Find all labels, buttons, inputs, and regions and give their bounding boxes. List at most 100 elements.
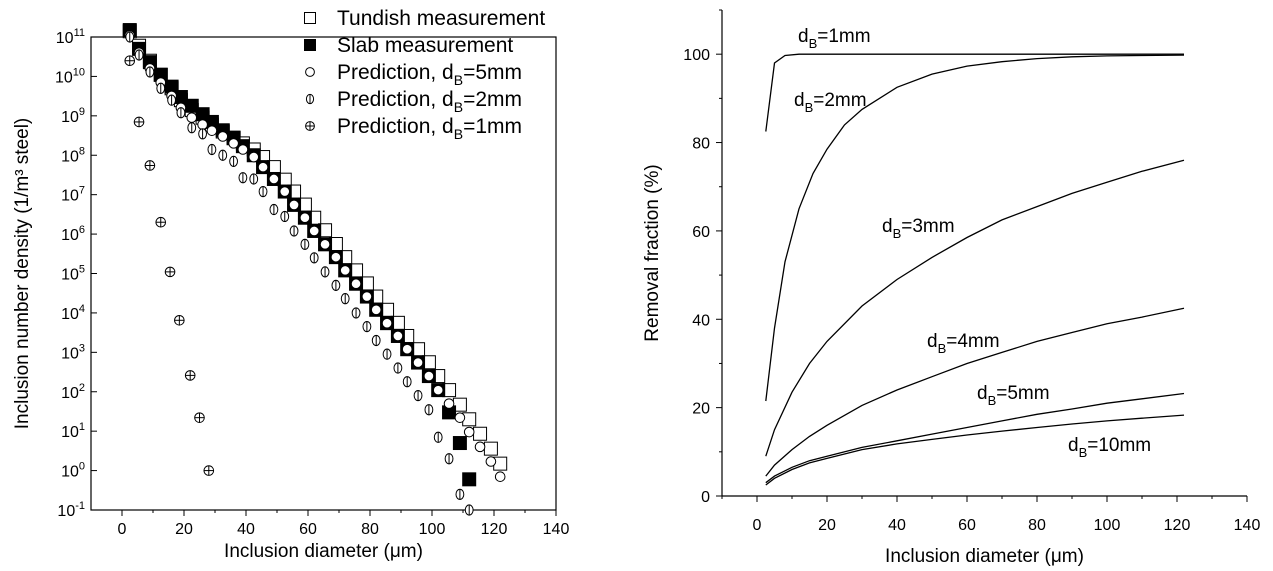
data-point [320,266,330,278]
data-point [206,125,218,136]
data-point [463,426,475,438]
y-tick-label: 100 [61,461,85,481]
data-point [289,225,299,237]
legend-label: Prediction, dB=2mm [337,88,522,115]
data-point [444,453,454,465]
data-point [483,441,498,456]
removal-fraction-chart: 0 20 40 60 80 100 120 140 0 20 40 60 80 100 Inclusion … [642,9,1261,567]
series-circle-vertical-bar [125,31,474,516]
data-point [258,185,268,198]
data-point [279,186,291,197]
data-point [443,398,455,409]
x-tick-label: 80 [1028,517,1046,534]
data-point [393,362,403,374]
y-tick-label: 101 [61,421,85,441]
data-point [167,94,177,106]
data-point [164,266,176,278]
data-point [401,343,413,355]
data-point [268,173,280,185]
legend-label: Tundish measurement [337,7,545,30]
y-tick-label: 102 [61,382,85,402]
data-point [432,384,444,396]
data-point [462,472,477,487]
legend-marker [305,67,315,77]
data-point [257,161,269,173]
series-line-3mm [765,159,1185,457]
data-point [382,348,392,360]
data-point [392,330,404,342]
y-tick-label: 60 [692,224,710,241]
data-point [217,131,229,142]
x-tick-label: 60 [958,517,976,534]
y-tick-label: 0 [701,489,710,506]
data-point [248,151,260,163]
y-tick-label: 40 [692,312,710,329]
data-point [362,320,372,333]
data-point [331,279,341,291]
curve-label: dB=4mm [927,331,1000,356]
data-point [197,119,208,130]
data-point [423,370,435,382]
data-point [474,441,486,453]
data-point [351,307,361,319]
y-tick-label: 100 [683,47,710,64]
legend-entry: Slab measurement [304,34,513,57]
data-point [124,55,136,67]
data-point [194,412,205,423]
series-line-4mm [765,307,1185,477]
legend-marker [305,93,315,105]
data-point [176,107,186,119]
legend-label: Prediction, dB=1mm [337,115,522,142]
y-tick-label: 1010 [55,66,85,86]
series-line-2mm [765,54,1185,402]
data-point [381,317,393,329]
x-tick-label: 20 [818,517,836,534]
x-axis-label: Inclusion diameter (μm) [224,541,423,562]
x-tick-label: 0 [118,521,127,538]
series-line-10mm [765,414,1185,486]
data-point [145,66,155,78]
data-point [371,334,381,347]
y-tick-label: 80 [692,136,710,153]
data-point [454,412,466,423]
data-point [174,314,185,326]
data-point [198,128,208,140]
data-point [319,239,331,250]
data-point [237,144,249,155]
data-point [144,160,156,171]
y-tick-label: 10-1 [57,500,85,520]
data-point [280,210,290,223]
data-point [300,238,310,250]
x-tick-label: 120 [481,521,508,538]
data-point [184,370,196,381]
x-tick-label: 140 [1234,517,1261,534]
data-point [339,265,351,276]
y-tick-label: 1011 [56,27,85,47]
data-point [361,291,373,302]
data-point [308,225,320,237]
y-tick-label: 104 [61,303,85,323]
data-point [238,172,248,184]
x-tick-label: 140 [543,521,570,538]
legend-label: Prediction, dB=5mm [337,61,522,88]
series-circle-plus [124,55,215,476]
x-tick-label: 120 [1164,517,1191,534]
x-tick-label: 100 [419,521,446,538]
data-point [464,504,474,516]
data-point [218,149,228,161]
data-point [412,357,424,368]
data-point [269,203,279,216]
data-point [452,436,467,451]
data-point [288,199,300,211]
y-tick-label: 107 [61,185,85,205]
legend-entry: Prediction, dB=5mm [305,61,522,88]
data-point [309,252,319,264]
curve-label: dB=3mm [882,216,955,241]
data-point [229,155,239,167]
data-point [473,426,488,441]
y-axis-label: Inclusion number density (1/m³ steel) [12,118,33,430]
data-point [340,293,350,305]
y-tick-label: 105 [61,264,85,284]
x-tick-label: 100 [1094,517,1121,534]
data-point [186,112,198,123]
